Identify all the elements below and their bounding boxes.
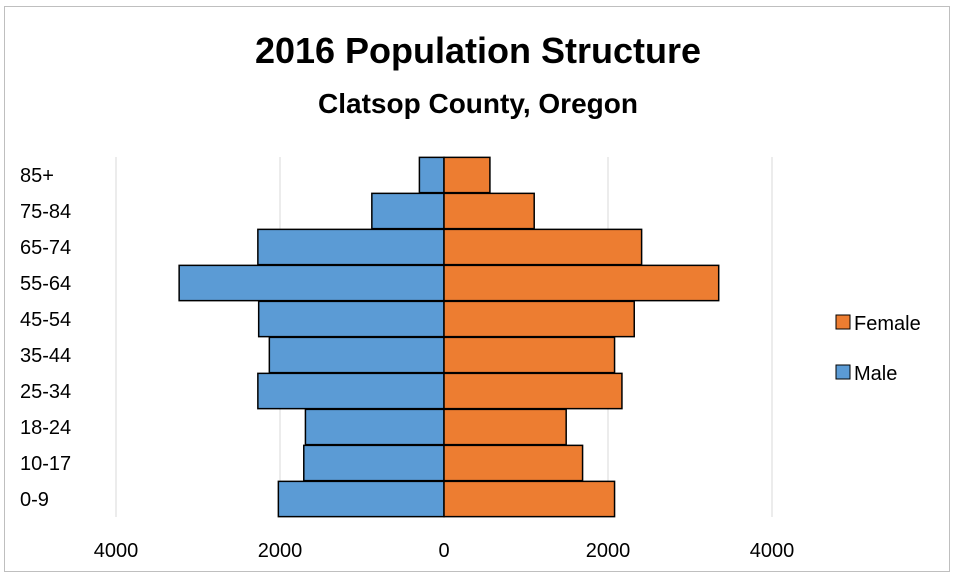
x-tick-label: 0: [438, 540, 449, 562]
female-bar-0-9: [443, 480, 616, 518]
chart-title: 2016 Population Structure: [254, 30, 702, 71]
female-bar-35-44: [443, 336, 616, 374]
chart-subtitle: Clatsop County, Oregon: [318, 88, 638, 119]
male-bar-25-34: [257, 372, 445, 410]
male-bar-85+: [418, 156, 445, 194]
age-label: 45-54: [20, 309, 71, 331]
male-bar-45-54: [257, 300, 445, 338]
female-bar-18-24: [443, 408, 567, 446]
male-bar-65-74: [257, 228, 445, 266]
x-tick-label: 2000: [586, 540, 631, 562]
female-legend-label: Female: [854, 313, 921, 335]
male-bar-75-84: [371, 192, 445, 230]
female-bar-10-17: [443, 444, 584, 482]
age-label: 55-64: [20, 273, 71, 295]
age-label: 85+: [20, 165, 54, 187]
female-bar-55-64: [443, 264, 720, 302]
age-label: 10-17: [20, 453, 71, 475]
female-legend-swatch: [835, 314, 851, 330]
x-tick-label: 4000: [94, 540, 139, 562]
female-bar-45-54: [443, 300, 635, 338]
legend: Female Male: [835, 313, 921, 385]
female-bar-65-74: [443, 228, 643, 266]
age-label: 35-44: [20, 345, 71, 367]
male-bar-0-9: [277, 480, 445, 518]
female-bar-85+: [443, 156, 491, 194]
bars: [178, 156, 720, 518]
male-legend-swatch: [835, 364, 851, 380]
x-tick-label: 4000: [750, 540, 795, 562]
x-axis-tick-labels: 4000 2000 0 2000 4000: [94, 540, 795, 562]
age-label: 75-84: [20, 201, 71, 223]
age-label: 0-9: [20, 489, 49, 511]
age-label: 65-74: [20, 237, 71, 259]
male-legend-label: Male: [854, 363, 897, 385]
female-bar-25-34: [443, 372, 623, 410]
male-bar-35-44: [268, 336, 445, 374]
age-label: 18-24: [20, 417, 71, 439]
x-tick-label: 2000: [258, 540, 303, 562]
age-group-labels: 0-9 10-17 18-24 25-34 35-44 45-54 55-64 65-74 75…: [20, 165, 71, 511]
female-bar-75-84: [443, 192, 535, 230]
age-label: 25-34: [20, 381, 71, 403]
male-bar-10-17: [303, 444, 445, 482]
male-bar-55-64: [178, 264, 445, 302]
male-bar-18-24: [304, 408, 445, 446]
